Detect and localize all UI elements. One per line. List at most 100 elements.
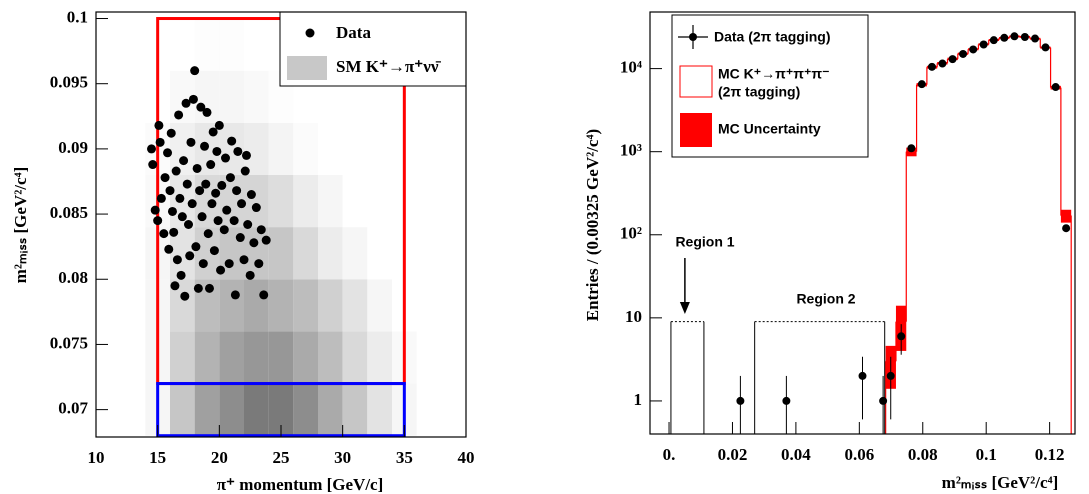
data-point: [204, 283, 214, 293]
y-axis-title: m²ₘᵢₛₛ [GeV²/c⁴]: [11, 167, 30, 284]
region-label: Region 2: [796, 291, 855, 307]
heatmap-cell: [342, 383, 368, 436]
heatmap-cell: [293, 331, 318, 384]
data-point: [169, 227, 179, 237]
heatmap-cell: [318, 383, 343, 436]
heatmap-cell: [219, 331, 244, 384]
data-point: [181, 98, 191, 108]
data-point: [249, 238, 259, 248]
y-tick-label: 0.07: [58, 399, 88, 418]
data-point: [154, 120, 164, 130]
y-tick-label: 0.1: [67, 7, 88, 26]
data-point: [1000, 33, 1009, 42]
data-point: [184, 220, 193, 229]
x-tick-label: 0.1: [976, 445, 997, 464]
x-tick-label: 35: [396, 448, 413, 467]
data-point: [191, 242, 201, 252]
data-point: [195, 186, 205, 196]
data-point: [208, 127, 218, 137]
heatmap-cell: [244, 18, 269, 71]
data-point: [156, 193, 166, 203]
data-point: [927, 62, 936, 71]
heatmap-cell: [219, 70, 244, 123]
x-tick-label: 0.02: [718, 445, 748, 464]
heatmap-cell: [367, 174, 392, 228]
x-tick-label: 0.08: [908, 445, 938, 464]
data-point: [256, 225, 266, 235]
data-point: [217, 180, 227, 190]
heatmap-cell: [170, 383, 195, 436]
data-point: [969, 45, 978, 54]
heatmap-cell: [244, 383, 269, 436]
data-point: [1031, 34, 1040, 43]
data-point: [235, 233, 245, 243]
data-point: [206, 160, 216, 170]
heatmap-cell: [268, 331, 294, 384]
data-point: [989, 36, 998, 45]
data-point: [246, 190, 256, 200]
x-tick-label: 0.12: [1035, 445, 1065, 464]
y-tick-label: 0.09: [58, 138, 88, 157]
heatmap-cell: [293, 174, 318, 228]
heatmap-cell: [318, 227, 343, 280]
data-point: [209, 246, 219, 256]
data-point: [155, 137, 165, 147]
data-point: [159, 229, 169, 239]
data-point: [1010, 32, 1019, 41]
x-tick-label: 15: [149, 448, 166, 467]
heatmap-cell: [318, 331, 343, 384]
x-tick-label: 0.04: [781, 445, 811, 464]
data-point: [212, 146, 222, 156]
data-point: [214, 120, 224, 130]
data-point: [879, 396, 888, 405]
data-point: [175, 193, 185, 203]
heatmap-cell: [170, 18, 195, 71]
data-point: [171, 166, 181, 176]
heatmap-cell: [342, 122, 368, 175]
heatmap-cell: [194, 383, 220, 436]
data-point: [216, 265, 226, 275]
data-point: [182, 179, 192, 189]
data-point: [232, 186, 242, 196]
data-point: [196, 102, 206, 112]
plot-frame: [649, 11, 1076, 435]
data-point: [222, 205, 232, 215]
data-point: [187, 199, 197, 209]
data-point: [1051, 83, 1060, 92]
x-tick-label: 30: [334, 448, 351, 467]
legend-label: Data (2π tagging): [714, 29, 831, 45]
data-point: [176, 270, 186, 280]
data-point: [782, 396, 791, 405]
region-arrowhead: [679, 302, 690, 314]
x-tick-label: 10: [88, 448, 105, 467]
x-tick-label: 0.: [663, 445, 676, 464]
heatmap-cell: [342, 279, 368, 332]
data-point: [190, 66, 200, 76]
data-point: [897, 332, 906, 341]
heatmap-cell: [268, 122, 294, 175]
legend-swatch: [287, 56, 327, 80]
data-point: [164, 244, 174, 254]
legend-label: (2π tagging): [718, 84, 800, 100]
heatmap-cell: [293, 227, 318, 280]
data-point: [948, 55, 957, 64]
data-point: [202, 107, 212, 117]
data-point: [1041, 43, 1050, 52]
data-point: [938, 59, 947, 68]
data-point: [239, 255, 249, 265]
heatmap-cell: [318, 279, 343, 332]
y-tick-label: 1: [634, 390, 643, 409]
x-tick-label: 25: [273, 448, 290, 467]
y-tick-label: 10⁴: [620, 58, 642, 77]
data-point: [1062, 224, 1071, 233]
data-point: [886, 371, 895, 380]
heatmap-cell: [318, 174, 343, 228]
data-point: [736, 396, 745, 405]
data-point: [219, 225, 229, 235]
data-point: [221, 153, 230, 163]
x-tick-label: 40: [458, 448, 475, 467]
heatmap-cell: [293, 383, 318, 436]
data-point: [198, 259, 208, 269]
data-point: [200, 141, 210, 151]
